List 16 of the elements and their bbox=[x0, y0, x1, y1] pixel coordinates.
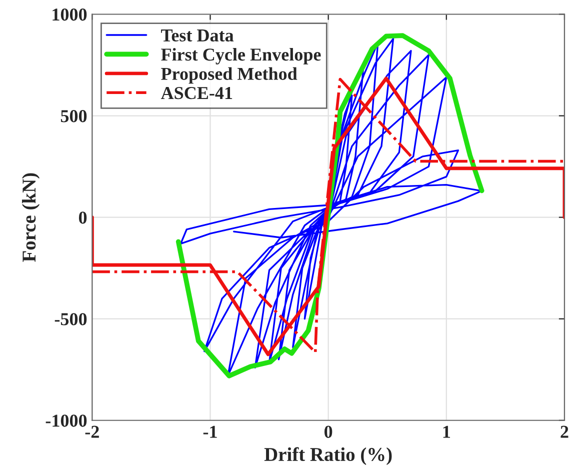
x-tick-label: 0 bbox=[324, 426, 332, 438]
x-tick-label: -2 bbox=[85, 426, 99, 438]
legend-label: ASCE-41 bbox=[160, 87, 232, 100]
y-tick-label: 500 bbox=[60, 110, 87, 122]
x-axis-title: Drift Ratio (%) bbox=[264, 447, 392, 465]
legend-label: Test Data bbox=[161, 30, 234, 42]
y-tick-label: -500 bbox=[54, 313, 87, 326]
y-tick-label: 0 bbox=[78, 212, 87, 224]
legend-label: First Cycle Envelope bbox=[161, 48, 321, 64]
legend-label: Proposed Method bbox=[161, 67, 298, 84]
x-tick-label: -1 bbox=[203, 426, 217, 438]
y-tick-label: -1000 bbox=[46, 414, 87, 427]
x-tick-label: 2 bbox=[560, 426, 568, 438]
y-tick-label: 1000 bbox=[52, 8, 87, 21]
y-axis-title: Force (kN) bbox=[22, 173, 40, 262]
x-tick-label: 1 bbox=[443, 426, 450, 438]
